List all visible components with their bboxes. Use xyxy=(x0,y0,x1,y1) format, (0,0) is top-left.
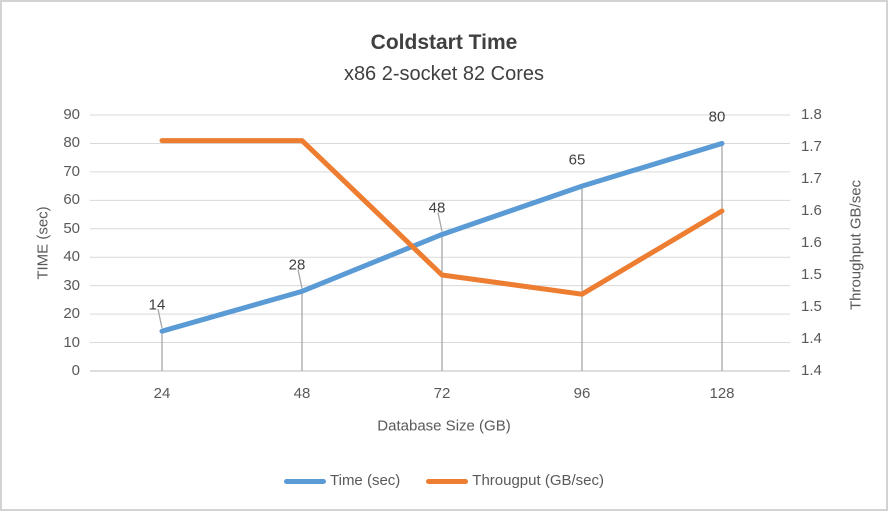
left-axis-tick: 20 xyxy=(63,305,80,323)
throughput-series-swatch xyxy=(426,478,469,484)
right-axis-title: Throughput GB/sec xyxy=(847,179,865,311)
right-axis-tick: 1.4 xyxy=(801,362,822,379)
data-label: 14 xyxy=(148,296,166,314)
throughput-series-line xyxy=(159,138,725,297)
legend: Time (sec) Througput (GB/sec) xyxy=(2,471,886,491)
left-axis-title: TIME (sec) xyxy=(34,206,52,280)
x-axis-tick: 128 xyxy=(709,385,735,402)
data-label: 28 xyxy=(288,256,306,274)
left-axis-tick: 30 xyxy=(63,276,80,294)
right-axis-tick: 1.5 xyxy=(801,266,822,283)
x-axis-tick: 48 xyxy=(293,385,311,402)
x-axis-title: Database Size (GB) xyxy=(377,417,511,435)
chart-title: Coldstart Time xyxy=(370,31,518,54)
x-axis-tick: 96 xyxy=(573,385,591,402)
left-axis-tick: 90 xyxy=(63,106,80,123)
left-axis-tick: 0 xyxy=(71,362,80,379)
time-series-swatch xyxy=(284,478,326,484)
left-axis-tick: 60 xyxy=(63,191,80,209)
label-leader-line xyxy=(297,269,303,289)
right-axis-tick: 1.6 xyxy=(801,202,822,219)
label-leader-line xyxy=(157,309,163,329)
right-axis-tick: 1.4 xyxy=(801,330,822,347)
legend-item-time: Time (sec) xyxy=(284,471,400,491)
left-axis-tick: 80 xyxy=(63,134,80,152)
data-label: 65 xyxy=(568,151,586,169)
legend-label-throughput: Througput (GB/sec) xyxy=(472,472,604,489)
right-axis-tick: 1.5 xyxy=(801,298,822,315)
right-axis-tick: 1.6 xyxy=(801,234,822,251)
legend-item-throughput: Througput (GB/sec) xyxy=(426,471,604,491)
x-axis-tick: 24 xyxy=(153,385,171,402)
left-axis-tick: 70 xyxy=(63,162,80,180)
legend-label-time: Time (sec) xyxy=(330,472,401,489)
right-axis-tick: 1.7 xyxy=(801,138,822,155)
label-leader-line xyxy=(437,212,443,232)
left-axis-tick: 40 xyxy=(63,248,80,266)
left-axis-tick: 50 xyxy=(63,219,80,237)
data-label: 48 xyxy=(428,199,446,217)
x-axis-tick: 72 xyxy=(433,385,451,402)
left-axis-tick: 10 xyxy=(63,333,80,351)
time-series-line xyxy=(159,140,725,334)
chart-subtitle: x86 2-socket 82 Cores xyxy=(343,63,545,85)
data-label: 80 xyxy=(708,108,726,126)
right-axis-tick: 1.8 xyxy=(801,106,822,123)
right-axis-tick: 1.7 xyxy=(801,170,822,187)
